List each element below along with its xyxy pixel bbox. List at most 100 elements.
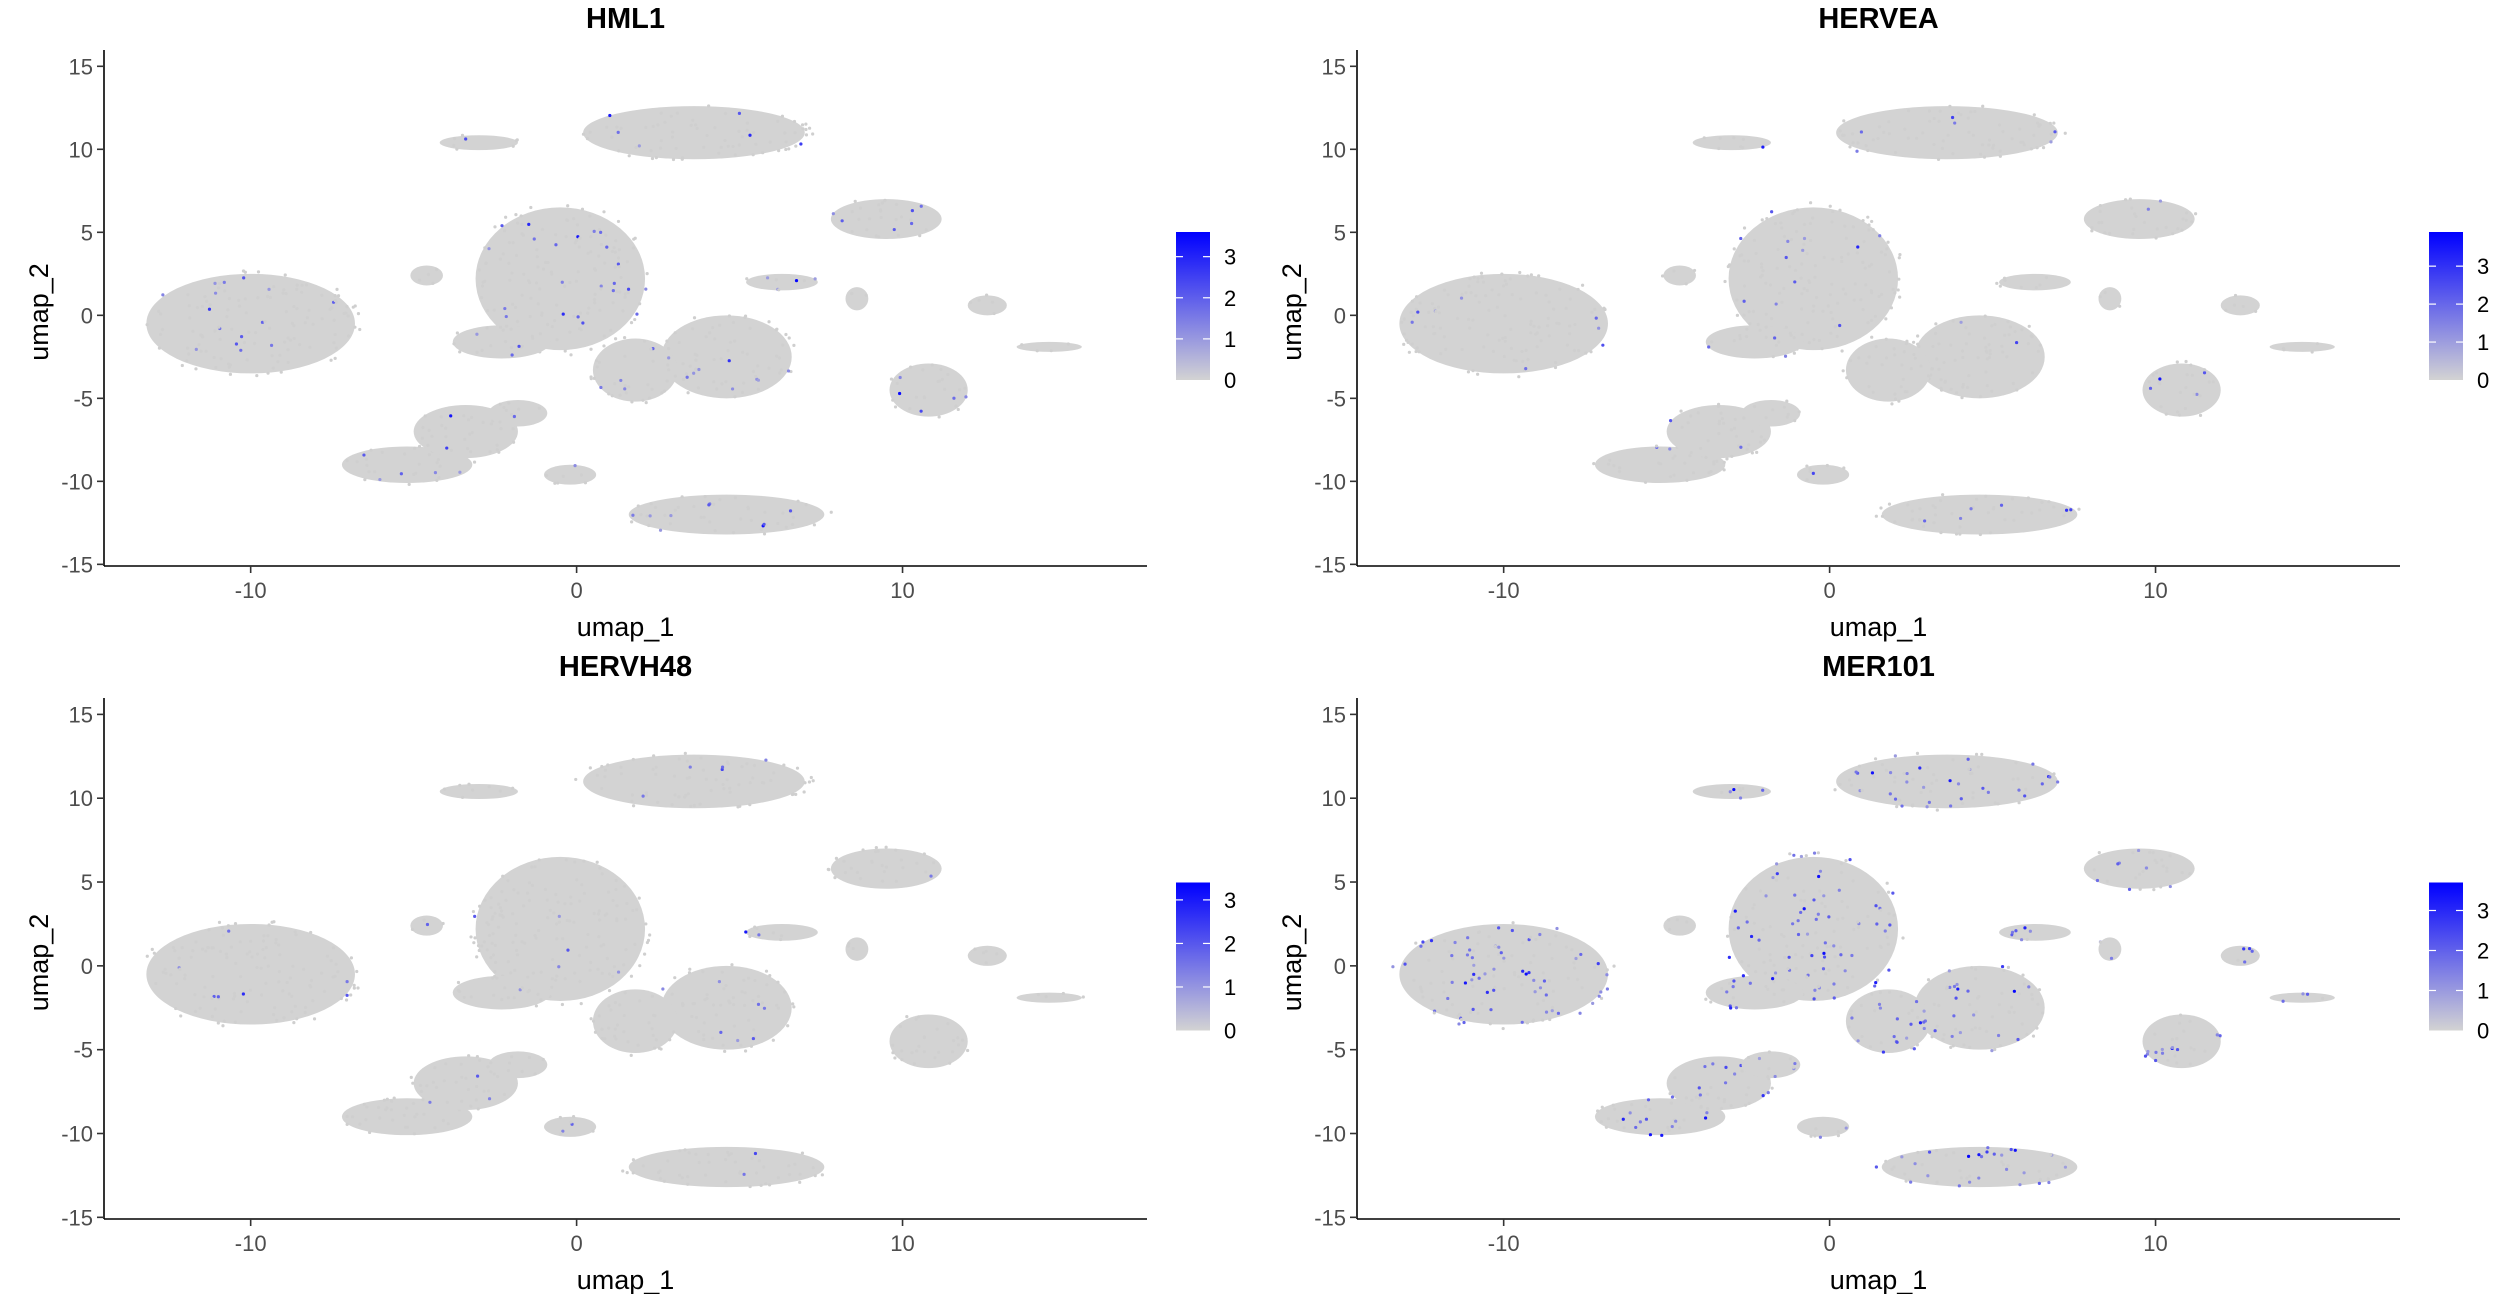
cell-point [552,911,556,915]
cell-point [1761,1094,1765,1098]
cell-point [2155,861,2159,865]
y-tick-label: -10 [1314,1122,1346,1147]
cell-point [1814,1127,1818,1131]
cell-point [1770,210,1774,214]
cell-point [1951,319,1955,323]
cell-point [530,334,534,338]
cell-point [1796,919,1800,923]
cell-point [622,963,626,967]
cell-point [490,941,494,945]
cell-point [1538,932,1542,937]
cell-point [2022,982,2026,986]
cell-point [262,934,266,938]
cell-point [1986,1146,1990,1150]
cell-point [458,783,462,787]
cell-point [621,1169,625,1173]
cell-point [2016,777,2020,781]
cell-point [491,932,495,936]
cell-point [1742,416,1746,420]
cell-point [1786,966,1790,971]
cell-point [1911,803,1915,807]
cell-point [1932,1002,1936,1006]
cell-point [1985,1150,1989,1154]
cell-point [1900,1155,1904,1159]
cell-point [1477,300,1481,304]
cell-point [546,322,550,327]
cell-point [1684,1096,1688,1100]
cell-point [1968,1003,1972,1007]
cell-point [1856,141,1860,145]
cell-point [1783,955,1787,960]
cell-point [514,213,518,217]
cell-point [501,874,505,878]
cell-point [1517,375,1521,379]
cell-point [333,974,337,978]
cell-point [1508,277,1512,281]
cell-point [569,895,573,899]
cell-point [2141,869,2145,874]
cell-point [520,940,524,944]
cell-point [1775,266,1779,270]
cell-point [1860,1034,1864,1039]
cell-point [1899,385,1903,389]
cell-point [546,260,550,265]
cell-point [798,1180,802,1184]
cell-point [1820,347,1824,351]
cell-point [527,881,532,885]
cell-point [680,1001,685,1006]
cell-point [576,315,580,319]
legend-tick-label: 0 [2477,368,2489,393]
cell-point [720,382,724,386]
cell-point [210,996,214,1001]
cell-point [540,311,544,315]
cell-point [267,923,271,927]
cell-point [476,1107,480,1111]
cell-point [456,980,461,985]
cell-point [507,401,511,405]
cell-point [743,991,747,995]
cell-point [1916,334,1920,338]
cell-point [1550,956,1554,961]
cell-point [1838,323,1842,328]
cell-point [1414,349,1418,354]
cell-point [787,1164,791,1168]
cell-cluster-7 [967,295,1007,316]
cell-point [346,314,350,318]
cell-point [665,339,669,343]
cell-point [1958,516,1963,521]
cell-point [1762,960,1766,964]
cell-point [271,366,275,370]
cell-point [1630,1103,1634,1107]
cell-point [378,1116,382,1120]
cell-point [746,507,750,511]
cell-point [1643,480,1648,484]
cell-point [411,1101,416,1105]
cell-point [2232,303,2237,307]
cell-point [194,367,198,371]
cell-point [759,527,764,532]
cell-point [1942,1033,1946,1037]
cell-point [365,463,369,467]
cell-point [1884,1159,1888,1163]
cell-point [1584,351,1588,355]
cell-point [290,321,294,325]
cell-point [1909,1046,1914,1050]
cell-point [603,1037,607,1041]
cell-point [1442,335,1446,339]
cell-point [935,1027,939,1031]
cell-point [647,1021,651,1025]
cell-point [1704,997,1708,1001]
cell-point [2181,217,2185,221]
cell-point [187,304,191,308]
cell-point [158,332,163,337]
cell-point [560,280,564,284]
cell-point [1984,345,1988,349]
cell-cluster-4 [2083,848,2195,889]
cell-point [1438,326,1443,330]
cell-point [1552,307,1556,311]
y-axis-label: umap_2 [24,914,54,1012]
cell-point [1061,991,1065,996]
cell-point [1849,1012,1853,1017]
cell-point [1524,972,1528,976]
cell-point [1893,520,1897,524]
